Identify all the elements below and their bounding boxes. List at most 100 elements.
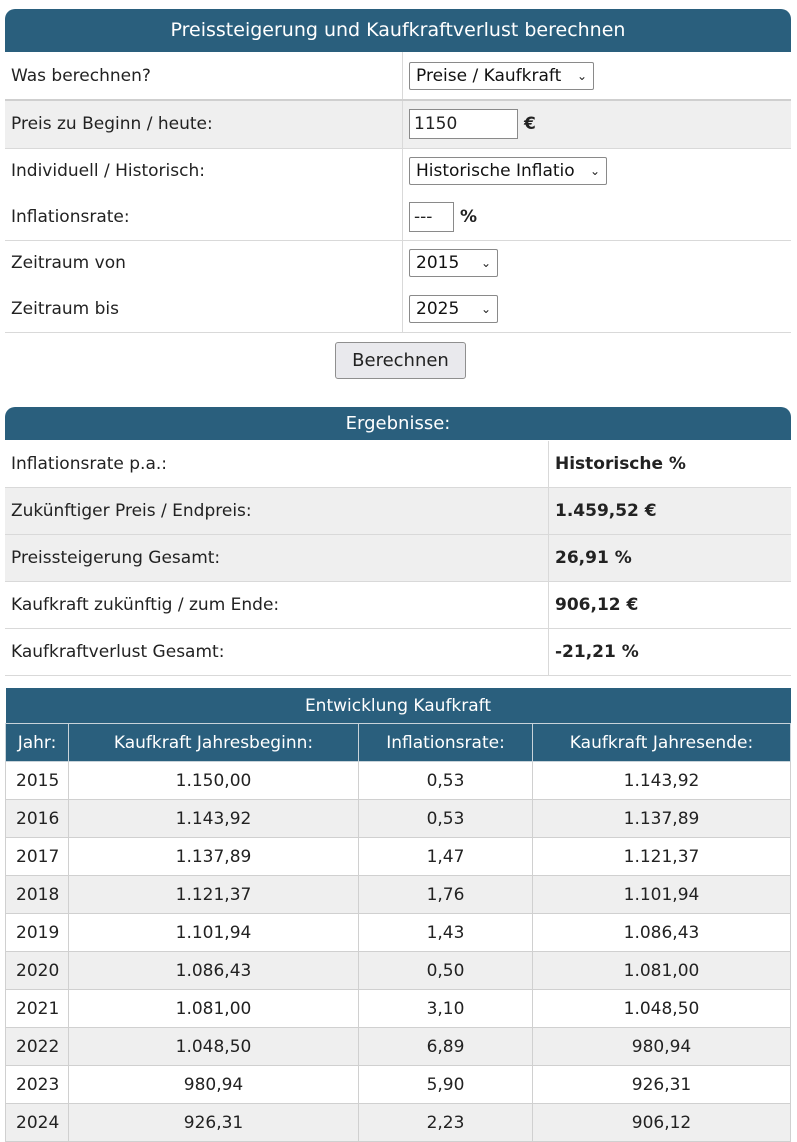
start-value-cell: 1.121,37: [68, 875, 359, 914]
end-value-cell: 1.101,94: [532, 875, 791, 914]
start-value-cell: 1.101,94: [68, 913, 359, 952]
end-value-cell: 1.121,37: [532, 837, 791, 876]
to-label: Zeitraum bis: [5, 286, 403, 332]
year-cell: 2023: [5, 1065, 69, 1104]
header-start-value: Kaufkraft Jahresbeginn:: [68, 723, 359, 762]
mode-select[interactable]: Preise / Kaufkraft ⌄: [409, 61, 594, 90]
header-end-value: Kaufkraft Jahresende:: [532, 723, 791, 762]
year-cell: 2017: [5, 837, 69, 876]
type-select-value: Historische Inflatio: [416, 161, 575, 182]
inflation-cell: 5,90: [358, 1065, 533, 1104]
table-row: 2018 1.121,37 1,76 1.101,94: [5, 875, 791, 914]
start-value-cell: 1.081,00: [68, 989, 359, 1028]
inflation-cell: 0,53: [358, 761, 533, 800]
currency-unit: €: [524, 114, 536, 135]
table-row: 2023 980,94 5,90 926,31: [5, 1065, 791, 1104]
inflation-cell: 1,76: [358, 875, 533, 914]
chevron-down-icon: ⌄: [480, 256, 491, 271]
year-cell: 2020: [5, 951, 69, 990]
price-row: Preis zu Beginn / heute: 1150 €: [5, 100, 791, 148]
result-value: -21,21 %: [548, 628, 791, 676]
result-row: Preissteigerung Gesamt: 26,91 %: [5, 534, 791, 582]
from-row: Zeitraum von 2015 ⌄: [5, 240, 791, 286]
calculate-button[interactable]: Berechnen: [335, 342, 466, 379]
mode-label: Was berechnen?: [5, 52, 403, 100]
price-input[interactable]: 1150: [409, 109, 518, 140]
type-select[interactable]: Historische Inflatio ⌄: [409, 157, 607, 186]
calculator-form: Was berechnen? Preise / Kaufkraft ⌄ Prei…: [5, 52, 791, 333]
rate-row: Inflationsrate: ---%: [5, 194, 791, 240]
inflation-cell: 1,47: [358, 837, 533, 876]
rate-input[interactable]: ---: [409, 201, 454, 232]
result-label: Kaufkraftverlust Gesamt:: [5, 628, 549, 676]
development-header-row: Jahr: Kaufkraft Jahresbeginn: Inflations…: [5, 723, 791, 762]
year-cell: 2018: [5, 875, 69, 914]
to-row: Zeitraum bis 2025 ⌄: [5, 286, 791, 332]
end-value-cell: 926,31: [532, 1065, 791, 1104]
result-row: Kaufkraft zukünftig / zum Ende: 906,12 €: [5, 581, 791, 629]
start-value-cell: 980,94: [68, 1065, 359, 1104]
price-label: Preis zu Beginn / heute:: [5, 100, 403, 148]
result-row: Inflationsrate p.a.: Historische %: [5, 441, 791, 488]
table-row: 2021 1.081,00 3,10 1.048,50: [5, 989, 791, 1028]
result-label: Inflationsrate p.a.:: [5, 441, 549, 488]
inflation-cell: 0,53: [358, 799, 533, 838]
start-value-cell: 1.143,92: [68, 799, 359, 838]
year-cell: 2019: [5, 913, 69, 952]
type-label: Individuell / Historisch:: [5, 148, 403, 194]
results-title: Ergebnisse:: [5, 407, 791, 440]
chevron-down-icon: ⌄: [480, 301, 491, 316]
inflation-cell: 6,89: [358, 1027, 533, 1066]
table-row: 2019 1.101,94 1,43 1.086,43: [5, 913, 791, 952]
calculator-title: Preissteigerung und Kaufkraftverlust ber…: [5, 9, 791, 52]
result-row: Zukünftiger Preis / Endpreis: 1.459,52 €: [5, 487, 791, 535]
to-year-value: 2025: [416, 298, 460, 319]
from-label: Zeitraum von: [5, 240, 403, 286]
mode-select-value: Preise / Kaufkraft: [416, 65, 562, 86]
type-row: Individuell / Historisch: Historische In…: [5, 148, 791, 194]
table-row: 2022 1.048,50 6,89 980,94: [5, 1027, 791, 1066]
result-value: Historische %: [548, 441, 791, 488]
table-row: 2016 1.143,92 0,53 1.137,89: [5, 799, 791, 838]
start-value-cell: 1.086,43: [68, 951, 359, 990]
mode-row: Was berechnen? Preise / Kaufkraft ⌄: [5, 52, 791, 100]
start-value-cell: 1.048,50: [68, 1027, 359, 1066]
end-value-cell: 1.048,50: [532, 989, 791, 1028]
header-inflation: Inflationsrate:: [358, 723, 533, 762]
start-value-cell: 1.150,00: [68, 761, 359, 800]
result-value: 906,12 €: [548, 581, 791, 629]
results-table: Inflationsrate p.a.: Historische % Zukün…: [5, 441, 791, 676]
table-row: 2020 1.086,43 0,50 1.081,00: [5, 951, 791, 990]
year-cell: 2022: [5, 1027, 69, 1066]
from-year-select[interactable]: 2015 ⌄: [409, 249, 498, 278]
result-label: Kaufkraft zukünftig / zum Ende:: [5, 581, 549, 629]
end-value-cell: 980,94: [532, 1027, 791, 1066]
development-table: Entwicklung Kaufkraft Jahr: Kaufkraft Ja…: [5, 688, 791, 1142]
result-label: Zukünftiger Preis / Endpreis:: [5, 487, 549, 535]
development-title: Entwicklung Kaufkraft: [5, 688, 791, 724]
header-year: Jahr:: [5, 723, 69, 762]
to-year-select[interactable]: 2025 ⌄: [409, 294, 498, 323]
table-row: 2017 1.137,89 1,47 1.121,37: [5, 837, 791, 876]
start-value-cell: 1.137,89: [68, 837, 359, 876]
year-cell: 2021: [5, 989, 69, 1028]
result-value: 1.459,52 €: [548, 487, 791, 535]
inflation-cell: 3,10: [358, 989, 533, 1028]
from-year-value: 2015: [416, 253, 460, 274]
rate-label: Inflationsrate:: [5, 194, 403, 240]
result-value: 26,91 %: [548, 534, 791, 582]
year-cell: 2016: [5, 799, 69, 838]
inflation-cell: 0,50: [358, 951, 533, 990]
result-row: Kaufkraftverlust Gesamt: -21,21 %: [5, 628, 791, 676]
inflation-cell: 1,43: [358, 913, 533, 952]
chevron-down-icon: ⌄: [589, 164, 600, 179]
end-value-cell: 1.081,00: [532, 951, 791, 990]
table-row: 2015 1.150,00 0,53 1.143,92: [5, 761, 791, 800]
percent-unit: %: [460, 206, 478, 227]
chevron-down-icon: ⌄: [576, 68, 587, 83]
result-label: Preissteigerung Gesamt:: [5, 534, 549, 582]
year-cell: 2015: [5, 761, 69, 800]
end-value-cell: 1.137,89: [532, 799, 791, 838]
end-value-cell: 1.143,92: [532, 761, 791, 800]
end-value-cell: 1.086,43: [532, 913, 791, 952]
